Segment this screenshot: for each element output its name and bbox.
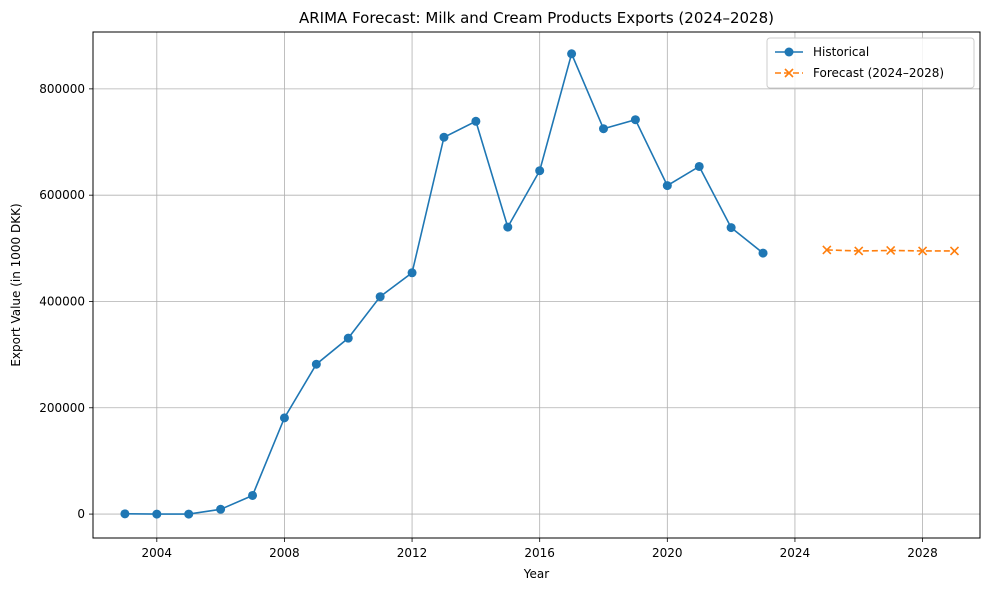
data-point xyxy=(694,161,704,171)
x-tick-label: 2016 xyxy=(524,546,555,560)
x-tick-label: 2004 xyxy=(142,546,173,560)
data-point xyxy=(375,292,385,302)
data-point xyxy=(184,509,194,519)
data-point xyxy=(854,246,864,256)
legend-label: Forecast (2024–2028) xyxy=(813,66,944,80)
legend-box xyxy=(766,37,975,89)
y-tick-label: 0 xyxy=(77,507,85,521)
y-tick-label: 600000 xyxy=(39,188,85,202)
data-point xyxy=(311,359,321,369)
data-point xyxy=(822,245,832,255)
data-point xyxy=(279,413,289,423)
y-tick-label: 400000 xyxy=(39,294,85,308)
data-point xyxy=(949,246,960,256)
data-point xyxy=(758,248,768,258)
x-tick-label: 2024 xyxy=(780,546,811,560)
x-tick-label: 2012 xyxy=(397,546,428,560)
series-x xyxy=(822,245,960,256)
data-point xyxy=(152,509,162,519)
grid xyxy=(93,32,980,538)
data-point xyxy=(726,223,736,233)
data-point xyxy=(407,268,417,278)
y-axis-label: Export Value (in 1000 DKK) xyxy=(9,203,23,366)
legend: Historical Forecast (2024–2028) xyxy=(766,37,975,89)
x-tick-label: 2008 xyxy=(269,546,300,560)
data-point xyxy=(503,222,513,232)
data-point xyxy=(630,115,640,125)
legend-label: Historical xyxy=(813,45,869,59)
data-point xyxy=(918,246,928,256)
data-point xyxy=(886,245,896,256)
data-point xyxy=(599,124,609,134)
y-tick-label: 800000 xyxy=(39,82,85,96)
data-point xyxy=(567,49,577,59)
data-point xyxy=(439,132,449,142)
x-axis-label: Year xyxy=(523,567,549,581)
data-point xyxy=(784,68,794,78)
data-point xyxy=(343,333,353,343)
y-tick-label: 200000 xyxy=(39,401,85,415)
legend-entry: Forecast (2024–2028) xyxy=(775,66,944,80)
x-tick-label: 2028 xyxy=(907,546,938,560)
data-point xyxy=(120,509,130,519)
plot-frame xyxy=(92,31,981,539)
data-point xyxy=(662,181,672,191)
series-circle xyxy=(120,49,768,519)
data-point xyxy=(784,47,794,57)
ticks: 2004 2008 2012 2016 2020 2024 2028 0 200000 40000… xyxy=(39,82,938,560)
data-point xyxy=(471,116,481,126)
series-layer xyxy=(120,49,960,519)
data-point xyxy=(535,166,545,176)
x-tick-label: 2020 xyxy=(652,546,683,560)
data-point xyxy=(216,504,226,514)
data-point xyxy=(248,490,258,500)
legend-entry: Historical xyxy=(775,45,869,59)
chart-title: ARIMA Forecast: Milk and Cream Products … xyxy=(299,9,774,27)
